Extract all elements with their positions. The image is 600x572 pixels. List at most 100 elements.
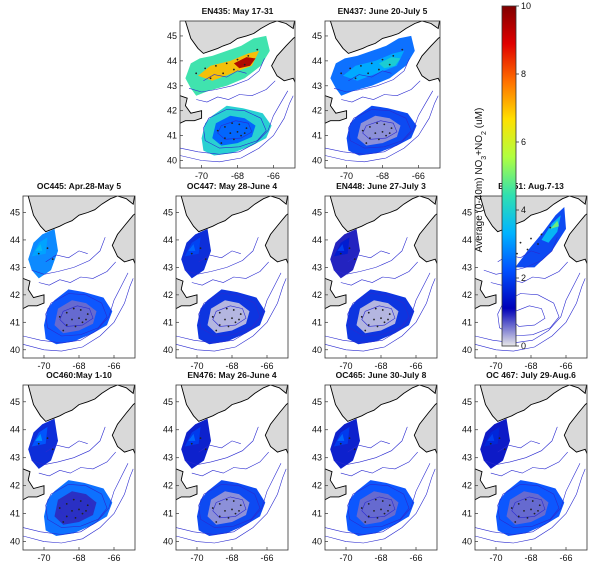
bathymetry-contour <box>483 237 558 275</box>
bathymetry-contour <box>23 468 134 544</box>
y-tick-label: 40 <box>10 345 20 355</box>
station-marker <box>209 77 212 80</box>
bathymetry-contour <box>347 483 410 528</box>
map-panel: OC460:May 1-10 40 41 42 43 44 45 -70 -68 -66 <box>10 370 136 563</box>
station-marker <box>360 507 363 509</box>
station-marker <box>227 516 230 519</box>
y-tick-label: 42 <box>163 481 173 491</box>
bathymetry-contour <box>347 250 390 263</box>
station-marker <box>224 137 226 140</box>
station-marker <box>222 72 225 75</box>
map-panel: EN435: May 17-31 40 41 42 43 44 45 -70 -68 -66 <box>167 6 296 181</box>
colorbar-label-sub2: 2 <box>481 131 488 135</box>
station-marker <box>517 515 520 518</box>
station-marker <box>381 500 384 502</box>
station-marker <box>62 521 65 523</box>
bathymetry-contour <box>196 80 276 103</box>
y-tick-label: 45 <box>462 207 472 217</box>
station-marker <box>370 62 373 65</box>
station-marker <box>256 48 259 51</box>
y-tick-label: 42 <box>462 481 472 491</box>
station-marker <box>533 512 536 515</box>
nova-scotia <box>111 213 135 265</box>
station-marker <box>215 64 217 67</box>
station-marker <box>245 127 248 130</box>
station-marker <box>348 437 351 440</box>
station-marker <box>373 509 375 512</box>
station-marker <box>211 315 214 318</box>
station-marker <box>381 309 384 311</box>
station-marker <box>239 313 242 315</box>
panel-title: EN437: June 20-July 5 <box>338 6 428 16</box>
x-tick-label: -68 <box>225 361 238 371</box>
bathymetry-contour <box>347 293 410 337</box>
station-marker <box>79 500 82 502</box>
x-tick-label: -66 <box>267 171 280 181</box>
x-tick-label: -68 <box>72 361 85 371</box>
y-tick-label: 43 <box>312 262 322 272</box>
station-marker <box>373 318 375 321</box>
station-marker <box>390 127 393 130</box>
station-marker <box>231 122 234 125</box>
station-marker <box>531 500 534 502</box>
gulf-of-maine-peak-zone <box>337 433 345 441</box>
x-tick-label: -68 <box>374 361 387 371</box>
bathymetry-contour <box>340 451 418 477</box>
station-marker <box>71 318 73 321</box>
station-marker <box>232 309 235 311</box>
station-marker <box>388 504 391 507</box>
x-tick-label: -68 <box>524 553 537 563</box>
station-marker <box>537 243 539 245</box>
station-marker <box>523 509 525 512</box>
station-marker <box>58 315 61 318</box>
station-marker <box>65 311 68 314</box>
y-tick-label: 42 <box>312 481 322 491</box>
mainland <box>27 385 135 422</box>
station-marker <box>81 512 84 515</box>
station-marker <box>374 498 377 501</box>
y-tick-label: 44 <box>10 425 20 435</box>
station-marker <box>211 507 214 509</box>
mainland <box>26 196 135 233</box>
station-marker <box>354 77 357 80</box>
x-tick-label: -70 <box>37 361 50 371</box>
map-panel: OC 467: July 29-Aug.6 40 41 42 43 44 45 -70 -68 -… <box>462 370 588 563</box>
mainland <box>329 21 440 54</box>
nova-scotia <box>563 213 587 265</box>
station-marker <box>231 508 233 511</box>
bathymetry-contour <box>361 496 396 519</box>
x-tick-label: -70 <box>489 361 502 371</box>
station-marker <box>234 512 237 515</box>
y-tick-label: 41 <box>312 317 322 327</box>
station-marker <box>204 258 207 261</box>
station-marker <box>218 324 221 326</box>
bathymetry-contour <box>184 237 259 275</box>
y-tick-label: 40 <box>167 156 177 166</box>
bathymetry-contour <box>191 261 269 286</box>
bathymetry-contour <box>497 483 560 528</box>
station-marker <box>369 125 371 128</box>
station-marker <box>65 502 68 505</box>
x-tick-label: -70 <box>340 171 353 181</box>
y-tick-label: 44 <box>462 425 472 435</box>
colorbar-tick-label: 6 <box>521 137 526 147</box>
station-marker <box>218 311 221 314</box>
y-tick-label: 45 <box>312 207 322 217</box>
bathymetry-contour <box>191 451 269 477</box>
gulf-of-maine-high-zone <box>343 50 405 81</box>
station-marker <box>72 307 75 310</box>
x-tick-label: -66 <box>260 553 273 563</box>
bathymetry-contour <box>333 237 408 275</box>
gulf-of-maine-peak-zone <box>550 220 559 229</box>
station-marker <box>204 67 207 70</box>
station-marker <box>233 68 235 71</box>
station-marker <box>364 521 367 523</box>
bathymetry-contour <box>362 120 398 140</box>
bathymetry-contour <box>176 463 282 535</box>
station-marker <box>388 132 391 135</box>
station-marker <box>503 448 506 451</box>
station-marker <box>78 317 80 320</box>
station-marker <box>374 132 377 135</box>
